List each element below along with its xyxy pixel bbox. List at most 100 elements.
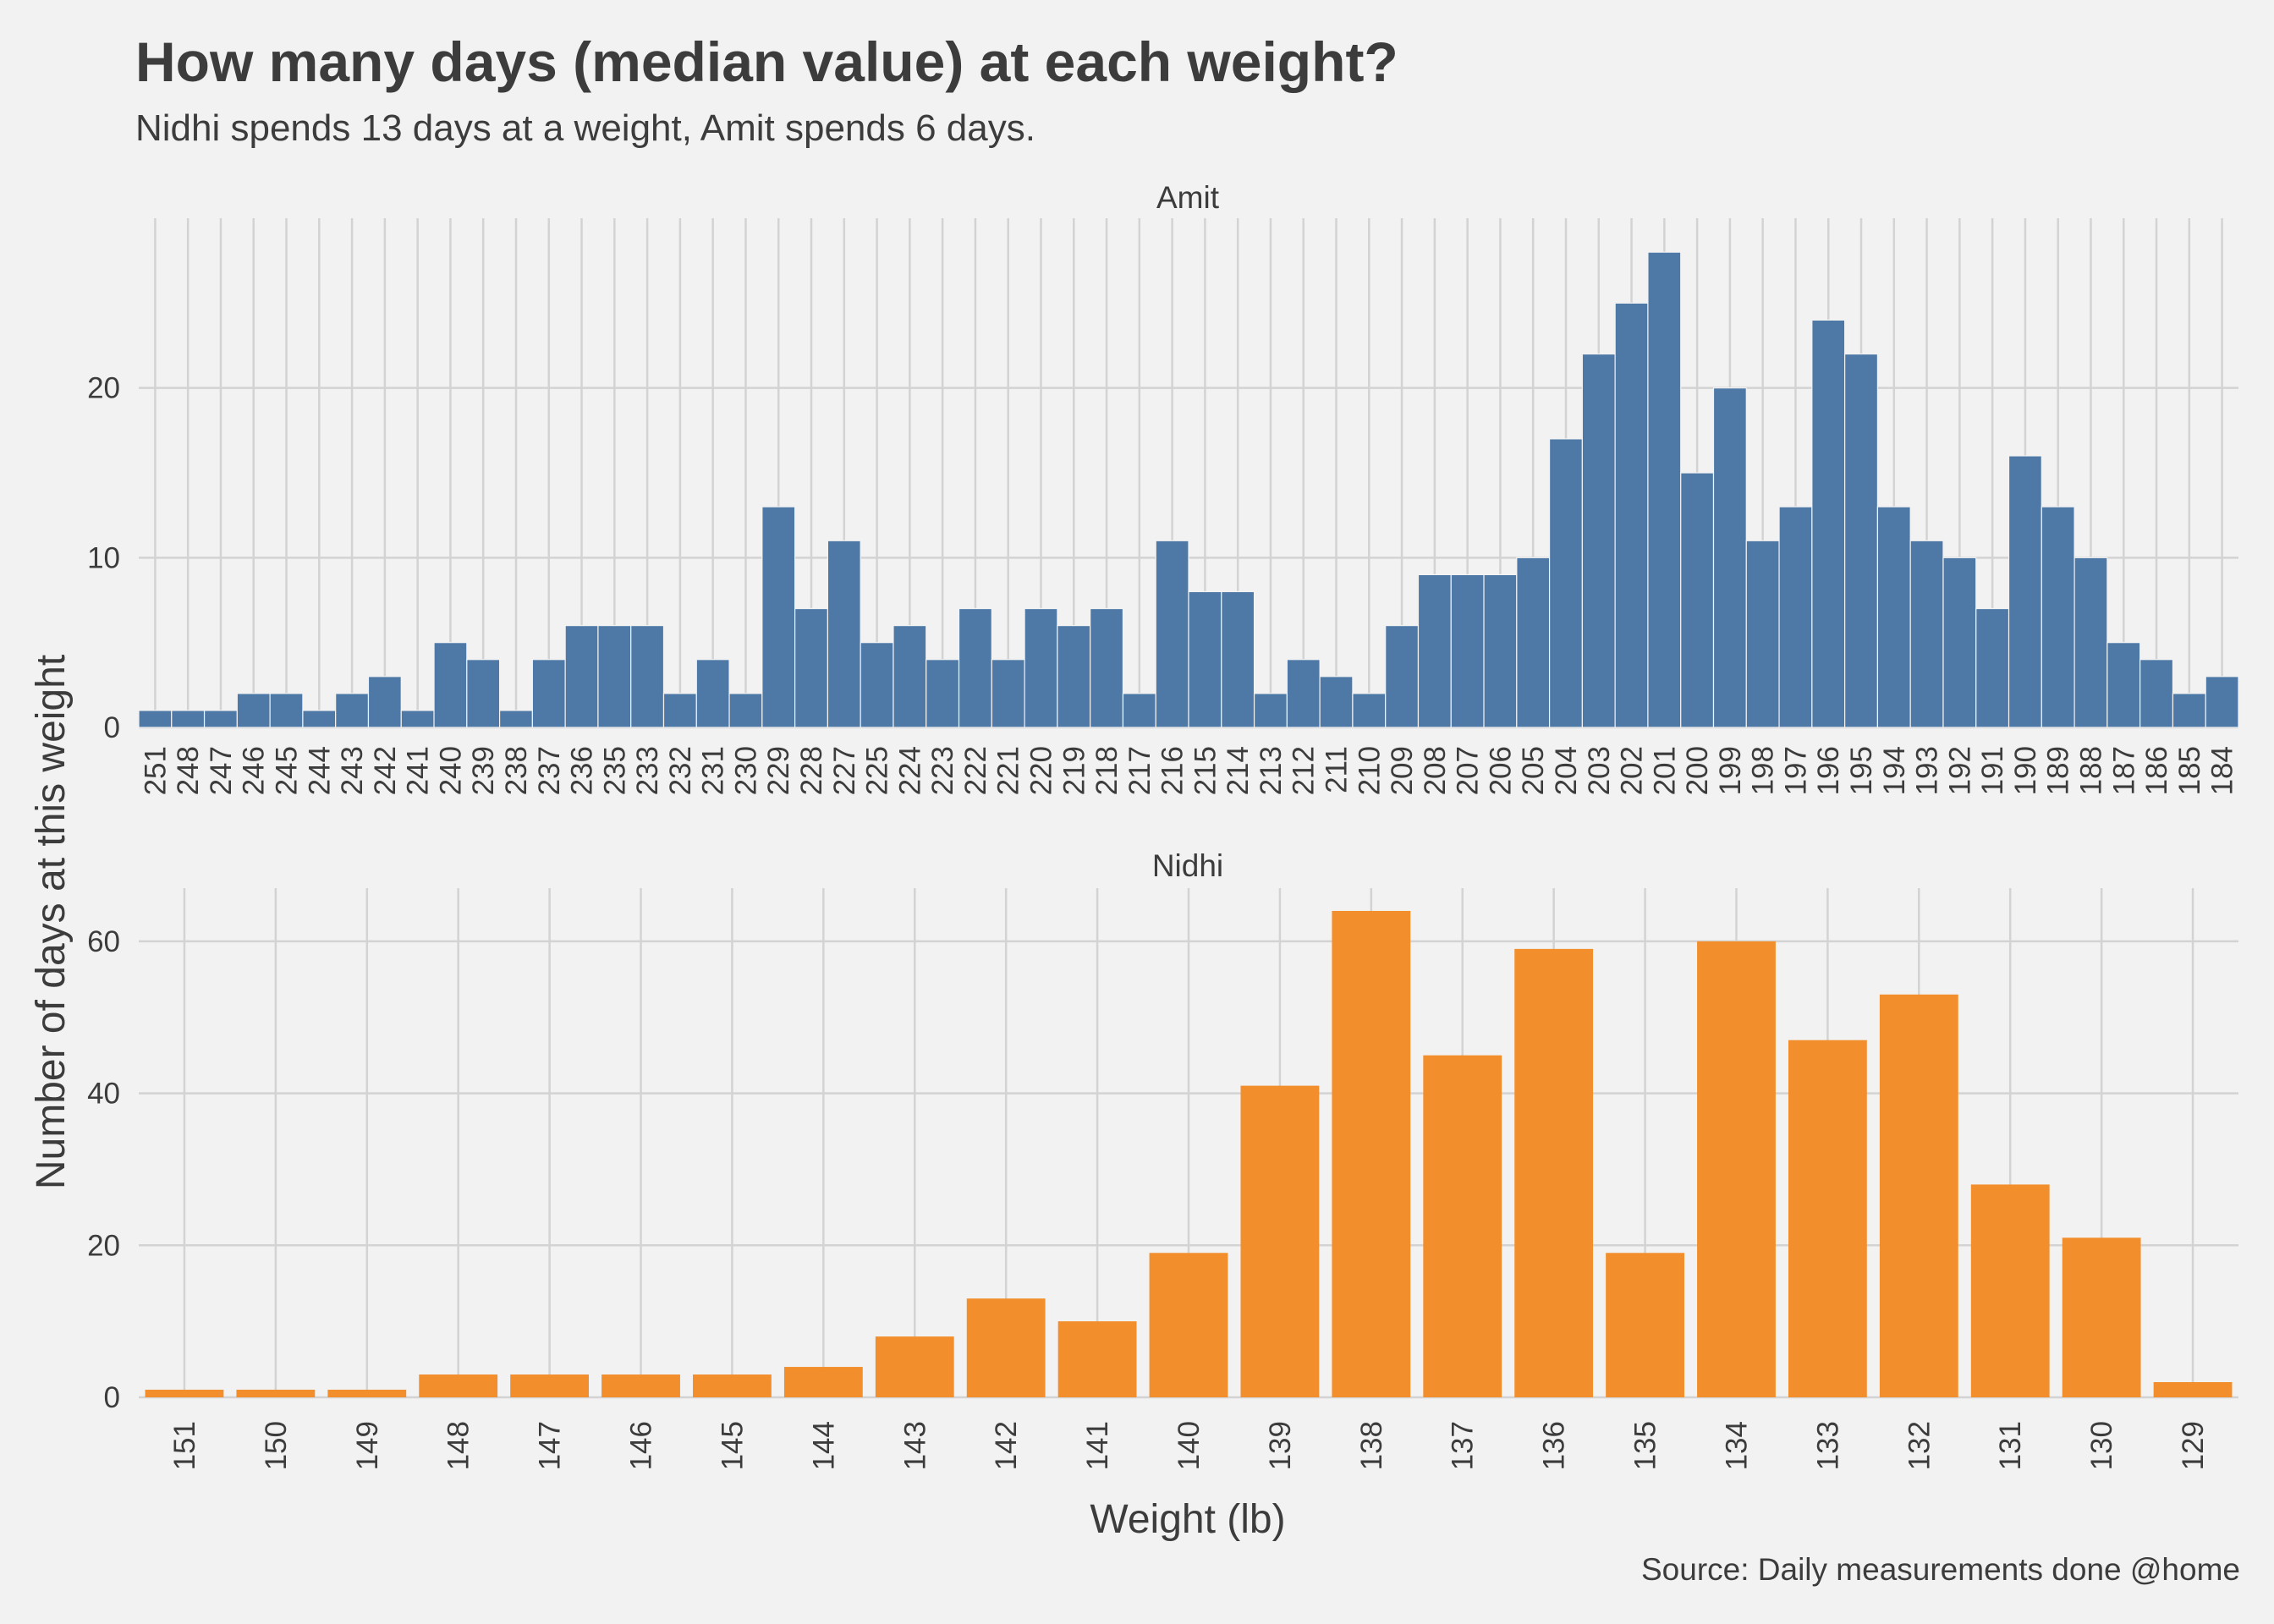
panel-label-nidhi: Nidhi (1152, 848, 1223, 883)
bar-amit-219 (1057, 624, 1091, 728)
bar-amit-228 (794, 607, 829, 728)
x-tick-label-amit-246: 246 (238, 746, 271, 795)
bar-amit-207 (1450, 573, 1485, 728)
bar-nidhi-133 (1788, 1040, 1867, 1397)
x-tick-label-amit-244: 244 (303, 746, 336, 795)
x-tick-label-amit-211: 211 (1321, 746, 1354, 793)
x-tick-label-nidhi-141: 141 (1081, 1421, 1114, 1470)
x-tick-label-amit-213: 213 (1255, 746, 1288, 795)
panel-nidhi: 0 20 40 60 151 150 149 148 147 146 145 144 143 142 141… (87, 888, 2238, 1470)
chart-caption: Source: Daily measurements done @home (1641, 1552, 2240, 1587)
bar-amit-243 (335, 693, 370, 728)
x-tick-label-nidhi-140: 140 (1173, 1421, 1206, 1470)
x-tick-label-amit-190: 190 (2009, 746, 2042, 795)
y-tick-label-nidhi-0: 0 (104, 1381, 120, 1414)
y-tick-label-amit-0: 0 (104, 711, 120, 744)
bar-amit-195 (1844, 353, 1879, 728)
x-tick-label-nidhi-131: 131 (1994, 1421, 2027, 1470)
bar-amit-186 (2139, 659, 2174, 728)
x-tick-label-nidhi-151: 151 (168, 1421, 201, 1470)
bar-nidhi-140 (1149, 1253, 1228, 1397)
x-tick-label-nidhi-135: 135 (1629, 1421, 1662, 1470)
bar-amit-213 (1253, 693, 1288, 728)
bar-amit-201 (1647, 251, 1682, 728)
x-tick-label-amit-235: 235 (598, 746, 631, 795)
bar-amit-202 (1614, 302, 1649, 728)
bar-amit-210 (1352, 693, 1387, 728)
bar-amit-204 (1548, 438, 1583, 728)
bar-amit-229 (761, 506, 796, 728)
y-tick-label-amit-10: 10 (87, 541, 120, 574)
x-tick-label-amit-247: 247 (205, 746, 238, 795)
x-tick-label-nidhi-139: 139 (1264, 1421, 1297, 1470)
bar-amit-240 (433, 642, 468, 728)
bar-amit-198 (1745, 540, 1780, 728)
bar-nidhi-130 (2062, 1237, 2141, 1397)
x-tick-label-nidhi-137: 137 (1447, 1421, 1480, 1470)
x-tick-label-nidhi-148: 148 (442, 1421, 475, 1470)
x-tick-label-nidhi-150: 150 (260, 1421, 293, 1470)
bar-amit-214 (1221, 590, 1255, 728)
x-axis-title: Weight (lb) (1090, 1497, 1285, 1542)
y-tick-label-nidhi-60: 60 (87, 925, 120, 958)
bar-amit-212 (1286, 659, 1321, 728)
x-tick-label-amit-251: 251 (139, 746, 172, 795)
x-tick-label-amit-184: 184 (2206, 746, 2239, 795)
x-tick-label-nidhi-149: 149 (351, 1421, 384, 1470)
x-tick-label-amit-221: 221 (992, 746, 1025, 795)
bar-amit-245 (269, 693, 304, 728)
x-tick-label-amit-196: 196 (1812, 746, 1845, 795)
bar-nidhi-149 (327, 1390, 407, 1397)
bar-amit-237 (531, 659, 566, 728)
bar-amit-224 (893, 624, 927, 728)
x-tick-label-nidhi-130: 130 (2085, 1421, 2118, 1470)
bar-amit-218 (1090, 607, 1124, 728)
x-tick-label-amit-188: 188 (2074, 746, 2107, 795)
bar-amit-200 (1680, 472, 1715, 728)
x-tick-label-amit-219: 219 (1057, 746, 1090, 795)
x-tick-label-amit-214: 214 (1222, 746, 1255, 795)
bar-amit-215 (1188, 590, 1222, 728)
x-tick-label-amit-236: 236 (566, 746, 599, 795)
x-tick-label-amit-191: 191 (1976, 746, 2009, 795)
x-tick-label-nidhi-132: 132 (1903, 1421, 1936, 1470)
chart-title: How many days (median value) at each wei… (135, 30, 1398, 93)
bar-amit-241 (400, 710, 435, 728)
x-tick-label-amit-207: 207 (1452, 746, 1485, 795)
x-tick-label-amit-204: 204 (1550, 746, 1583, 795)
x-tick-label-amit-200: 200 (1681, 746, 1714, 795)
bar-amit-242 (367, 676, 402, 728)
bar-nidhi-150 (236, 1390, 316, 1397)
x-tick-label-amit-187: 187 (2107, 746, 2140, 795)
x-tick-label-amit-243: 243 (336, 746, 369, 795)
x-tick-label-amit-239: 239 (467, 746, 500, 795)
bar-nidhi-129 (2153, 1382, 2233, 1397)
bar-amit-223 (926, 659, 960, 728)
bar-amit-197 (1778, 506, 1813, 728)
bar-amit-185 (2172, 693, 2206, 728)
x-tick-label-amit-231: 231 (697, 746, 730, 795)
x-tick-label-amit-206: 206 (1484, 746, 1517, 795)
x-tick-label-amit-225: 225 (861, 746, 894, 795)
bar-amit-248 (171, 710, 206, 728)
y-tick-label-amit-20: 20 (87, 372, 120, 405)
x-tick-label-amit-197: 197 (1779, 746, 1812, 795)
x-tick-label-amit-242: 242 (369, 746, 402, 795)
bar-nidhi-136 (1514, 948, 1594, 1397)
x-tick-label-nidhi-142: 142 (990, 1421, 1023, 1470)
bar-nidhi-135 (1606, 1253, 1684, 1397)
bar-amit-238 (498, 710, 533, 728)
bar-amit-217 (1122, 693, 1156, 728)
bar-nidhi-141 (1057, 1321, 1137, 1397)
x-tick-label-amit-208: 208 (1419, 746, 1452, 795)
x-tick-label-nidhi-136: 136 (1538, 1421, 1571, 1470)
x-tick-label-amit-210: 210 (1353, 746, 1386, 795)
x-tick-label-amit-195: 195 (1845, 746, 1878, 795)
y-axis-title: Number of days at this weight (29, 655, 74, 1189)
x-tick-label-amit-228: 228 (795, 746, 828, 795)
bar-amit-235 (597, 624, 632, 728)
bar-nidhi-146 (601, 1374, 680, 1397)
bar-amit-187 (2106, 642, 2141, 728)
x-tick-label-amit-205: 205 (1517, 746, 1550, 795)
